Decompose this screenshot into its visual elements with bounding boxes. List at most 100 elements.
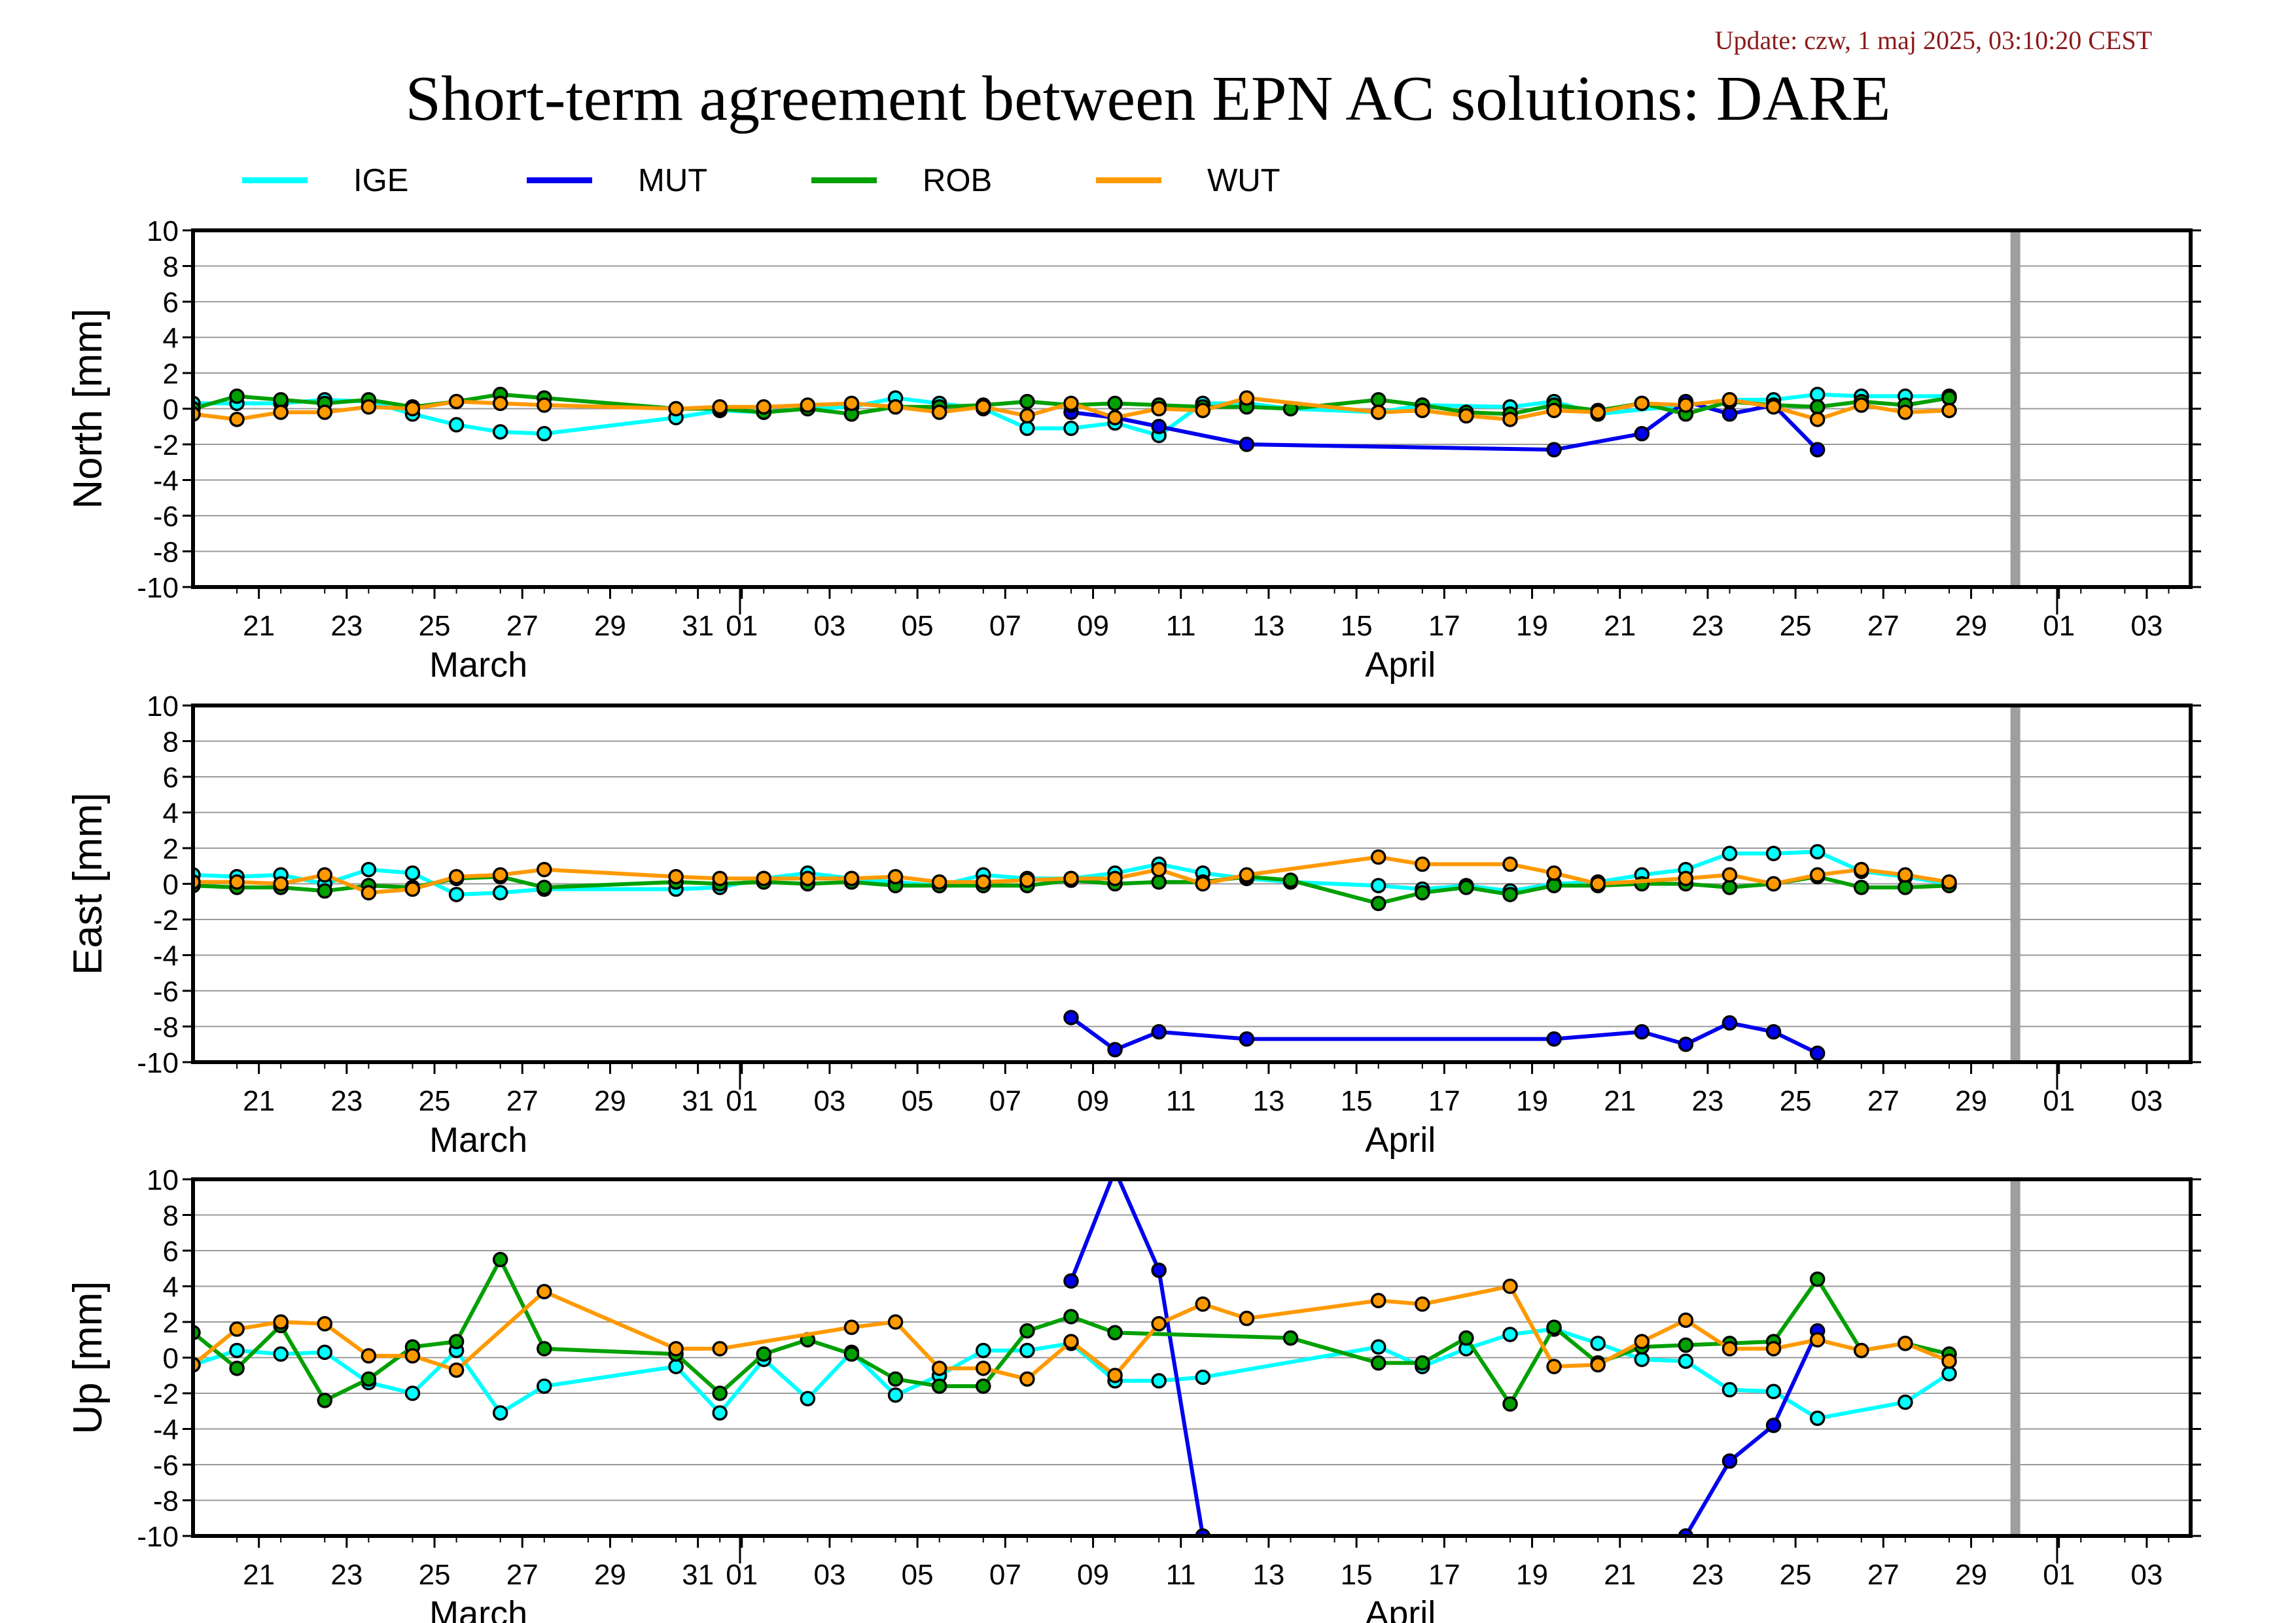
x-tick-label: 21 <box>1604 1085 1636 1117</box>
y-tick-label: 10 <box>147 1164 179 1196</box>
data-point-wut <box>448 393 465 410</box>
y-tick-label: 6 <box>163 762 179 794</box>
data-point-wut <box>1019 872 1035 888</box>
series-line-mut <box>1070 1016 1818 1056</box>
current-day-marker <box>2010 1179 2021 1536</box>
series-layer <box>193 1179 1957 1536</box>
data-point-rob <box>273 392 289 408</box>
data-point-wut <box>1151 401 1167 417</box>
x-tick-label: 01 <box>726 1559 758 1591</box>
x-tick-label: 27 <box>1867 610 1899 642</box>
y-tick-label: -6 <box>153 976 179 1008</box>
legend-swatch-rob <box>811 177 877 183</box>
x-tick-label: 27 <box>1867 1085 1899 1117</box>
y-tick-label: 0 <box>163 869 179 901</box>
x-tick-label: 29 <box>1955 1085 1987 1117</box>
data-point-mut <box>1809 1045 1826 1061</box>
data-point-mut <box>1151 419 1167 435</box>
x-tick-label: 23 <box>1691 610 1723 642</box>
data-point-wut <box>976 1361 991 1376</box>
data-point-wut <box>1765 1341 1782 1357</box>
legend: IGE MUT ROB WUT <box>242 156 1551 202</box>
data-point-wut <box>361 399 377 415</box>
data-point-rob <box>1809 399 1826 415</box>
data-point-wut <box>229 874 245 890</box>
data-point-ige <box>404 865 421 881</box>
data-point-wut <box>1678 1312 1694 1329</box>
series-line-mut <box>1070 399 1819 452</box>
x-tick-label: 15 <box>1341 1559 1373 1591</box>
data-point-wut <box>1941 402 1957 418</box>
data-point-wut <box>712 1341 728 1357</box>
x-tick-label: 29 <box>594 1559 626 1591</box>
series-layer <box>193 386 1957 457</box>
panel-2: 10 8 6 42 0-2 -4 -6 -8-10 21 23 25 27 29 31 01 03 05 07 09… <box>65 1164 2201 1623</box>
x-tick-label: 31 <box>682 610 714 642</box>
chart-title: Short-term agreement between EPN AC solu… <box>405 63 1891 134</box>
data-point-mut <box>1722 1015 1738 1031</box>
data-point-wut <box>448 1362 465 1378</box>
x-tick-label: 03 <box>2130 610 2163 642</box>
month-label: April <box>1365 645 1436 685</box>
data-point-wut <box>1854 397 1869 413</box>
y-axis-label: Up [mm] <box>65 1281 111 1434</box>
x-tick-label: 17 <box>1428 1085 1460 1117</box>
data-point-wut <box>361 885 377 901</box>
y-tick-label: -8 <box>153 1012 179 1044</box>
y-tick-label: -4 <box>153 1414 179 1446</box>
data-point-ige <box>1590 1335 1606 1351</box>
y-tick-label: 6 <box>163 1236 179 1268</box>
data-point-wut <box>1809 412 1826 427</box>
data-point-wut <box>1854 1342 1869 1359</box>
data-point-wut <box>317 1315 333 1332</box>
data-point-ige <box>712 1405 728 1421</box>
legend-label-rob: ROB <box>923 163 993 198</box>
x-tick-label: 25 <box>1780 1559 1812 1591</box>
data-point-ige <box>1809 1410 1826 1426</box>
data-point-rob <box>1151 874 1167 890</box>
series-line-mut <box>1069 1179 1820 1536</box>
x-tick-label: 09 <box>1077 1085 1109 1117</box>
data-point-rob <box>448 1334 465 1349</box>
data-point-ige <box>1063 420 1079 437</box>
data-point-rob <box>317 1393 333 1408</box>
y-tick-label: -10 <box>137 572 179 604</box>
y-tick-label: 8 <box>163 726 179 758</box>
legend-label-mut: MUT <box>638 163 708 198</box>
data-point-rob <box>1458 880 1474 895</box>
data-point-wut <box>668 401 684 417</box>
month-label: April <box>1365 1594 1436 1623</box>
data-point-wut <box>1722 1341 1738 1357</box>
data-point-wut <box>1502 1278 1518 1294</box>
data-point-wut <box>1590 1357 1606 1373</box>
legend-swatch-wut <box>1096 177 1161 183</box>
data-point-rob <box>1107 1325 1123 1341</box>
data-point-mut <box>1239 1031 1255 1047</box>
x-tick-label: 05 <box>902 610 934 642</box>
data-point-wut <box>1634 1334 1650 1349</box>
data-point-wut <box>1415 402 1430 418</box>
data-point-rob <box>361 1371 377 1387</box>
data-point-wut <box>273 1314 289 1330</box>
panel-0: 10 8 6 42 0-2 -4 -6 -8-10 21 23 25 27 29 31 01 03 05 07 09… <box>65 215 2201 685</box>
x-tick-label: 07 <box>989 610 1021 642</box>
data-point-wut <box>1898 404 1913 420</box>
data-point-rob <box>1063 1309 1079 1325</box>
x-tick-label: 31 <box>682 1085 714 1117</box>
x-tick-label: 05 <box>902 1085 934 1117</box>
x-tick-label: 21 <box>243 1559 275 1591</box>
data-point-wut <box>800 397 816 413</box>
data-point-ige <box>1765 1383 1782 1400</box>
data-point-wut <box>1809 867 1826 883</box>
data-point-rob <box>1546 1319 1562 1335</box>
data-point-wut <box>1590 876 1606 892</box>
data-point-rob <box>537 1341 552 1357</box>
data-point-wut <box>668 1341 684 1357</box>
data-point-rob <box>1370 895 1386 912</box>
data-point-wut <box>976 399 991 415</box>
x-tick-label: 13 <box>1252 1085 1284 1117</box>
x-tick-label: 29 <box>594 610 626 642</box>
data-point-ige <box>1019 1342 1035 1359</box>
data-point-ige <box>317 1344 333 1361</box>
x-tick-label: 23 <box>330 1559 362 1591</box>
